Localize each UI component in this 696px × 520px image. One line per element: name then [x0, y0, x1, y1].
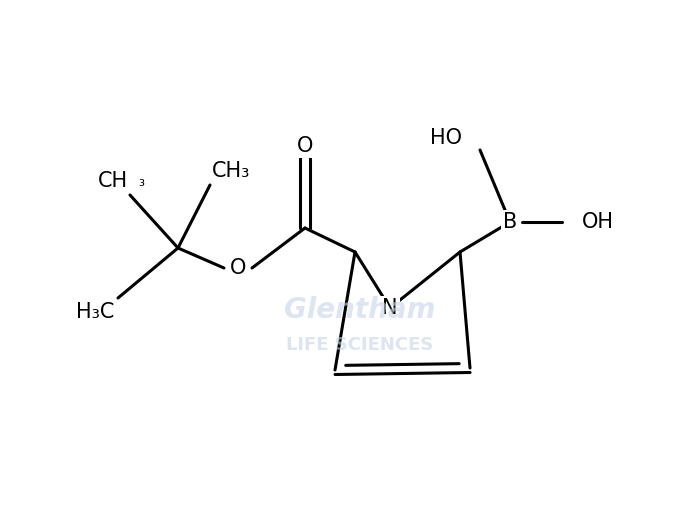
Text: B: B [503, 212, 517, 232]
Text: LIFE SCIENCES: LIFE SCIENCES [286, 336, 434, 354]
Text: CH₃: CH₃ [212, 161, 251, 181]
Text: Glentham: Glentham [284, 296, 436, 324]
Text: O: O [296, 136, 313, 156]
Text: H₃C: H₃C [76, 302, 114, 322]
Text: N: N [382, 298, 397, 318]
Text: CH: CH [98, 171, 128, 191]
Text: O: O [230, 258, 246, 278]
Text: HO: HO [430, 128, 462, 148]
Text: OH: OH [582, 212, 614, 232]
Text: ₃: ₃ [138, 174, 144, 189]
